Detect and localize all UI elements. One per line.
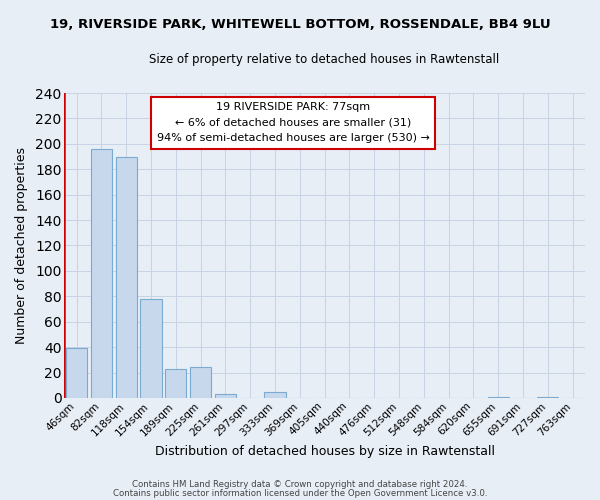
- Y-axis label: Number of detached properties: Number of detached properties: [15, 147, 28, 344]
- Bar: [265, 392, 286, 398]
- Bar: [215, 394, 236, 398]
- Bar: [165, 368, 187, 398]
- Text: 19, RIVERSIDE PARK, WHITEWELL BOTTOM, ROSSENDALE, BB4 9LU: 19, RIVERSIDE PARK, WHITEWELL BOTTOM, RO…: [50, 18, 550, 30]
- Bar: [66, 348, 87, 398]
- Text: 19 RIVERSIDE PARK: 77sqm
← 6% of detached houses are smaller (31)
94% of semi-de: 19 RIVERSIDE PARK: 77sqm ← 6% of detache…: [157, 102, 430, 144]
- Bar: [91, 149, 112, 398]
- Title: Size of property relative to detached houses in Rawtenstall: Size of property relative to detached ho…: [149, 52, 500, 66]
- Bar: [537, 396, 559, 398]
- Text: Contains public sector information licensed under the Open Government Licence v3: Contains public sector information licen…: [113, 488, 487, 498]
- Bar: [190, 368, 211, 398]
- Bar: [488, 396, 509, 398]
- X-axis label: Distribution of detached houses by size in Rawtenstall: Distribution of detached houses by size …: [155, 444, 494, 458]
- Bar: [140, 299, 161, 398]
- Text: Contains HM Land Registry data © Crown copyright and database right 2024.: Contains HM Land Registry data © Crown c…: [132, 480, 468, 489]
- Bar: [116, 156, 137, 398]
